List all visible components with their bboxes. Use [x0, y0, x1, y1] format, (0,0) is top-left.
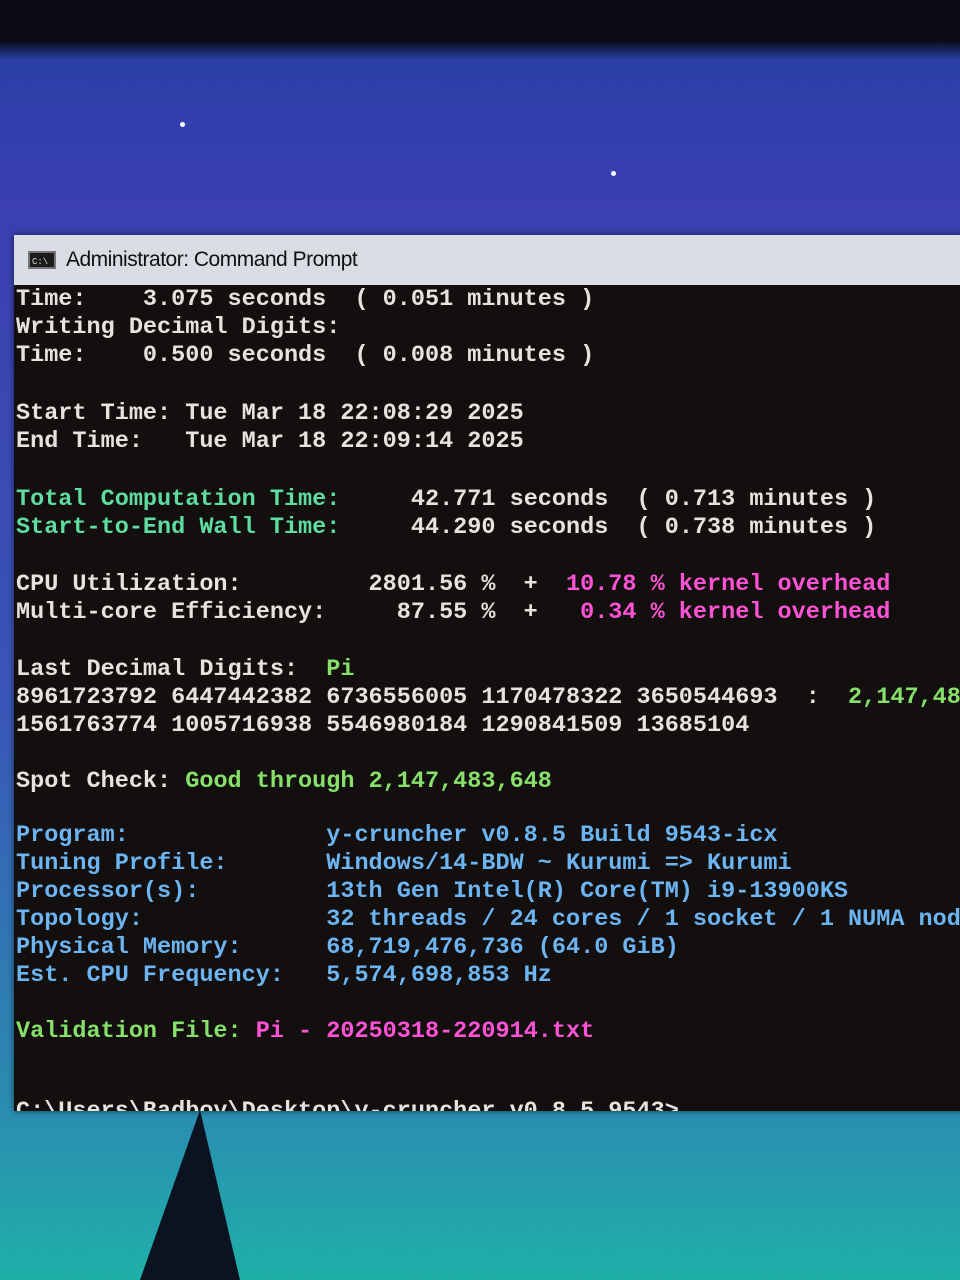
topology-text: Topology: 32 threads / 24 cores / 1 sock…: [16, 906, 960, 933]
digits-row-1-text: 2,147,483: [848, 684, 960, 711]
program-text: Program: y-cruncher v0.8.5 Build 9543-ic…: [16, 822, 778, 849]
cpu-utilization-text: 10.78 % kernel overhead: [566, 571, 891, 598]
command-prompt-text: C:\Users\Badboy\Desktop\y-cruncher v0.8.…: [16, 1098, 679, 1111]
last-decimal-digits-text: Pi: [326, 656, 355, 683]
time-line-1-text: Time: 3.075 seconds ( 0.051 minutes ): [16, 286, 595, 313]
wall-time-text: Start-to-End Wall Time:: [16, 514, 341, 541]
total-computation-time-text: Total Computation Time:: [16, 486, 341, 513]
star: [180, 122, 185, 127]
spot-check-text: Good through 2,147,483,648: [185, 768, 552, 795]
time-line-2: Time: 0.500 seconds ( 0.008 minutes ): [16, 342, 594, 370]
digits-row-1-text: 8961723792 6447442382 6736556005 1170478…: [16, 684, 849, 711]
total-computation-time: Total Computation Time: 42.771 seconds (…: [16, 486, 876, 514]
cpu-utilization-text: CPU Utilization: 2801.56 % +: [16, 571, 566, 598]
program: Program: y-cruncher v0.8.5 Build 9543-ic…: [16, 822, 778, 850]
validation-file: Validation File: Pi - 20250318-220914.tx…: [16, 1018, 594, 1046]
writing-decimal-digits: Writing Decimal Digits:: [16, 314, 340, 342]
total-computation-time-text: 42.771 seconds ( 0.713 minutes ): [340, 486, 877, 513]
tuning-profile-text: Tuning Profile: Windows/14-BDW ~ Kurumi …: [16, 850, 792, 877]
digits-row-2-text: 1561763774 1005716938 5546980184 1290841…: [16, 712, 750, 739]
end-time-text: End Time: Tue Mar 18 22:09:14 2025: [16, 428, 524, 455]
start-time: Start Time: Tue Mar 18 22:08:29 2025: [16, 400, 524, 428]
multi-core-efficiency-text: 0.34 % kernel overhead: [580, 599, 891, 626]
processors-text: Processor(s): 13th Gen Intel(R) Core(TM)…: [16, 878, 849, 905]
time-line-2-text: Time: 0.500 seconds ( 0.008 minutes ): [16, 342, 595, 369]
validation-file-text: Pi - 20250318-220914.txt: [255, 1018, 595, 1045]
processors: Processor(s): 13th Gen Intel(R) Core(TM)…: [16, 878, 848, 906]
start-time-text: Start Time: Tue Mar 18 22:08:29 2025: [16, 400, 524, 427]
command-prompt[interactable]: C:\Users\Badboy\Desktop\y-cruncher v0.8.…: [16, 1098, 679, 1111]
command-prompt-window[interactable]: C:\ Administrator: Command Prompt Time: …: [14, 235, 960, 1111]
time-line-1: Time: 3.075 seconds ( 0.051 minutes ): [16, 286, 594, 314]
tree-silhouette: [140, 1110, 240, 1280]
end-time: End Time: Tue Mar 18 22:09:14 2025: [16, 428, 524, 456]
spot-check-text: Spot Check:: [16, 768, 186, 795]
writing-decimal-digits-text: Writing Decimal Digits:: [16, 314, 341, 341]
title-bar[interactable]: C:\ Administrator: Command Prompt: [14, 235, 960, 285]
wall-time-text: 44.290 seconds ( 0.738 minutes ): [340, 514, 877, 541]
wall-time: Start-to-End Wall Time: 44.290 seconds (…: [16, 514, 876, 542]
digits-row-2: 1561763774 1005716938 5546980184 1290841…: [16, 712, 749, 740]
window-title: Administrator: Command Prompt: [66, 248, 358, 271]
last-decimal-digits-text: Last Decimal Digits:: [16, 656, 327, 683]
validation-file-text: Validation File:: [16, 1018, 256, 1045]
last-decimal-digits: Last Decimal Digits: Pi: [16, 656, 354, 684]
multi-core-efficiency: Multi-core Efficiency: 87.55 % + 0.34 % …: [16, 599, 890, 627]
tuning-profile: Tuning Profile: Windows/14-BDW ~ Kurumi …: [16, 850, 792, 878]
star: [611, 171, 616, 176]
cmd-icon: C:\: [28, 251, 56, 269]
multi-core-efficiency-text: Multi-core Efficiency: 87.55 % +: [16, 599, 581, 626]
cpu-utilization: CPU Utilization: 2801.56 % + 10.78 % ker…: [16, 571, 890, 599]
spot-check: Spot Check: Good through 2,147,483,648: [16, 768, 552, 796]
physical-memory-text: Physical Memory: 68,719,476,736 (64.0 Gi…: [16, 934, 679, 961]
cpu-frequency: Est. CPU Frequency: 5,574,698,853 Hz: [16, 962, 552, 990]
digits-row-1: 8961723792 6447442382 6736556005 1170478…: [16, 684, 960, 712]
cpu-frequency-text: Est. CPU Frequency: 5,574,698,853 Hz: [16, 962, 552, 989]
physical-memory: Physical Memory: 68,719,476,736 (64.0 Gi…: [16, 934, 679, 962]
topology: Topology: 32 threads / 24 cores / 1 sock…: [16, 906, 960, 934]
